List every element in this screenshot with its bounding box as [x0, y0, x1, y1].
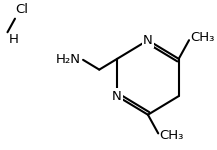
- Text: Cl: Cl: [15, 3, 28, 16]
- Text: N: N: [143, 34, 153, 47]
- Text: H: H: [8, 33, 18, 46]
- Text: N: N: [112, 90, 122, 103]
- Text: CH₃: CH₃: [160, 129, 184, 142]
- Text: CH₃: CH₃: [191, 31, 215, 44]
- Text: H₂N: H₂N: [56, 53, 81, 66]
